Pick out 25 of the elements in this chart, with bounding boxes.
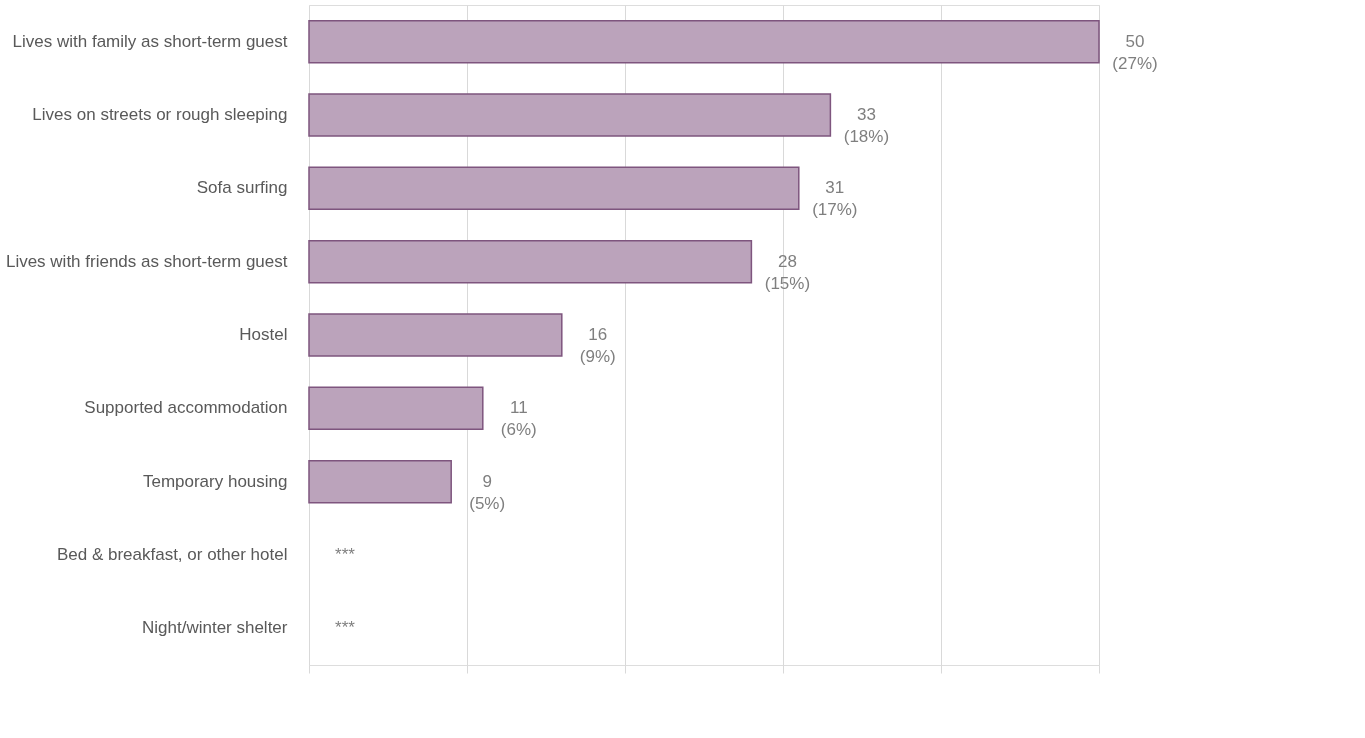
bar [308, 19, 1100, 64]
data-label: 50 (27%) [1112, 31, 1158, 73]
data-label: 33 (18%) [843, 105, 890, 146]
y-tick-label: Temporary housing [142, 471, 288, 491]
y-tick-label: Bed & breakfast, or other hotel [56, 545, 288, 564]
data-label: 11 (6%) [500, 398, 537, 440]
data-label: 9 (5%) [469, 471, 506, 513]
bar [308, 459, 452, 504]
bar [308, 166, 800, 211]
y-tick-label: Lives with family as short-term guest [12, 31, 288, 51]
text: *** [335, 618, 355, 638]
text: *** [335, 545, 355, 564]
data-label: 16 (9%) [579, 325, 616, 366]
y-tick-label: Night/winter shelter [141, 618, 288, 638]
bar [308, 386, 484, 431]
data-label: 31 (17%) [812, 178, 858, 220]
y-tick-label: Lives with friends as short-term guest [5, 251, 288, 271]
y-tick-label: Lives on streets or rough sleeping [32, 105, 288, 124]
bar [308, 239, 753, 284]
y-tick-label: Sofa surfing [196, 178, 288, 198]
y-tick-label: Hostel [239, 325, 288, 344]
bar [308, 93, 832, 137]
bar [308, 313, 563, 357]
y-tick-label: Supported accommodation [84, 398, 288, 418]
data-label: 28 (15%) [764, 251, 811, 293]
